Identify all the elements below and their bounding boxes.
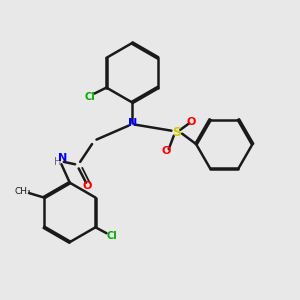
Text: Cl: Cl [85,92,95,101]
Text: CH₃: CH₃ [15,187,31,196]
Text: O: O [162,146,171,157]
Text: N: N [128,118,137,128]
Text: O: O [187,117,196,127]
Text: S: S [172,126,181,139]
Text: Cl: Cl [106,231,117,241]
Text: O: O [83,181,92,191]
Text: H: H [54,157,61,167]
Text: N: N [58,153,67,163]
